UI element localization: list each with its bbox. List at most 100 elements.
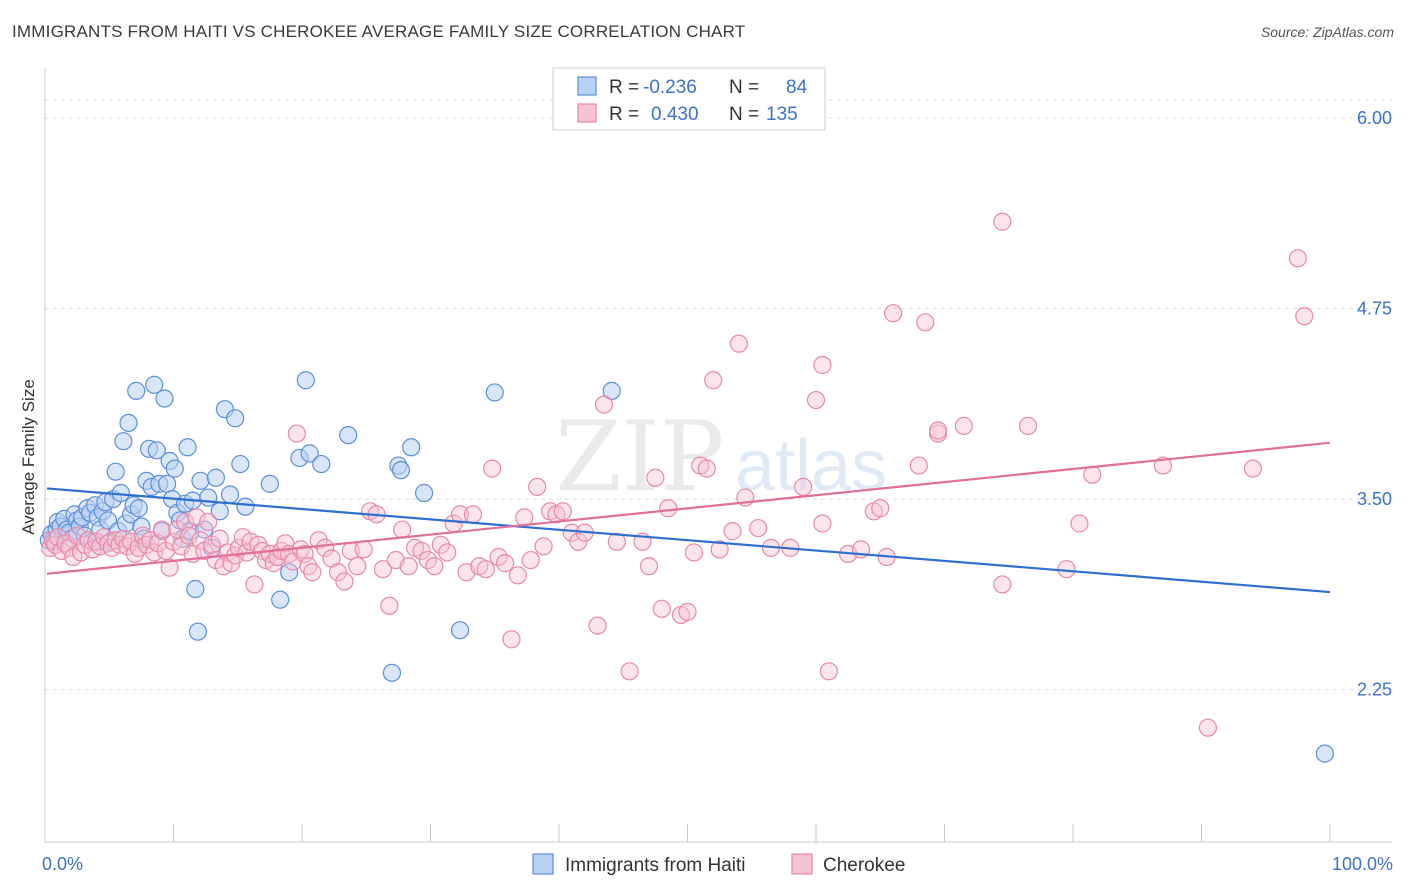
- haiti-point-31: [119, 413, 138, 432]
- haiti-point-58: [188, 622, 208, 641]
- cherokee-point-154: [1070, 514, 1089, 533]
- legend-r-value-1: -0.236: [643, 77, 697, 98]
- haiti-point-80: [391, 461, 411, 480]
- cherokee-point-109: [562, 523, 581, 542]
- series-legend: Immigrants from Haiti Cherokee: [532, 853, 905, 876]
- cherokee-point-65: [287, 424, 306, 443]
- cherokee-point-120: [659, 499, 678, 518]
- cherokee-point-113: [594, 395, 614, 414]
- haiti-point-75: [300, 444, 319, 463]
- haiti-point-63: [206, 468, 226, 487]
- cherokee-point-11: [79, 531, 98, 550]
- x-tick-label-start: 0.0%: [42, 854, 83, 874]
- legend-n-value-1: 84: [786, 77, 808, 98]
- haiti-trend-line: [46, 487, 1331, 594]
- cherokee-point-126: [704, 371, 723, 390]
- series-legend-label-haiti: Immigrants from Haiti: [565, 855, 746, 876]
- series-cherokee-points: [41, 212, 1314, 737]
- cherokee-point-136: [813, 355, 832, 375]
- legend-swatch-blue: [577, 76, 597, 96]
- cherokee-point-36: [175, 512, 195, 532]
- cherokee-point-118: [646, 468, 665, 487]
- cherokee-point-105: [534, 537, 553, 556]
- haiti-point-76: [312, 454, 331, 474]
- cherokee-point-122: [678, 602, 697, 621]
- cherokee-point-117: [639, 557, 659, 576]
- haiti-point-42: [147, 441, 166, 460]
- cherokee-point-81: [380, 596, 399, 615]
- y-tick-label-1: 3.50: [1357, 489, 1392, 509]
- haiti-point-69: [236, 497, 255, 516]
- haiti-point-85: [602, 381, 621, 400]
- cherokee-point-100: [502, 630, 521, 649]
- cherokee-point-150: [993, 575, 1012, 594]
- cherokee-point-142: [871, 499, 890, 518]
- cherokee-point-62: [276, 534, 295, 553]
- cherokee-point-69: [303, 563, 322, 582]
- cherokee-point-112: [588, 616, 607, 635]
- cherokee-point-39: [187, 508, 206, 527]
- legend-r-label-1: R =: [609, 77, 639, 98]
- legend-r-label-2: R =: [609, 104, 639, 125]
- cherokee-point-84: [399, 557, 418, 576]
- cherokee-point-125: [697, 459, 716, 478]
- haiti-point-66: [220, 485, 240, 504]
- cherokee-point-159: [1288, 249, 1307, 268]
- cherokee-point-77: [354, 540, 373, 559]
- cherokee-point-152: [1018, 416, 1038, 436]
- haiti-point-57: [186, 579, 205, 599]
- y-tick-label-3: 6.00: [1357, 108, 1392, 128]
- cherokee-point-131: [749, 518, 768, 538]
- haiti-point-29: [114, 432, 133, 451]
- cherokee-point-37: [179, 526, 199, 545]
- cherokee-trend-line: [46, 441, 1331, 575]
- correlation-legend: R = -0.236 N = 84 R = 0.430 N = 135: [552, 67, 826, 131]
- cherokee-point-128: [723, 522, 742, 541]
- watermark: ZIP atlas: [555, 401, 887, 513]
- legend-n-label-2: N =: [729, 104, 759, 125]
- cherokee-point-148: [928, 421, 948, 440]
- x-tick-labels: 0.0% 100.0%: [42, 854, 1393, 874]
- haiti-point-72: [280, 563, 299, 582]
- haiti-point-54: [178, 438, 197, 457]
- cherokee-point-123: [684, 543, 704, 562]
- cherokee-point-108: [553, 502, 572, 521]
- cherokee-point-134: [794, 477, 813, 497]
- cherokee-point-155: [1083, 465, 1102, 484]
- haiti-point-74: [296, 371, 315, 390]
- cherokee-point-135: [806, 390, 826, 410]
- cherokee-point-86: [412, 541, 431, 561]
- cherokee-point-94: [463, 505, 483, 524]
- legend-swatch-pink: [577, 103, 597, 123]
- x-tick-label-end: 100.0%: [1332, 854, 1393, 874]
- haiti-point-49: [165, 459, 184, 478]
- haiti-point-84: [485, 383, 504, 402]
- cherokee-point-88: [425, 557, 444, 576]
- cherokee-point-158: [1243, 459, 1263, 478]
- cherokee-point-149: [954, 416, 973, 436]
- cherokee-point-115: [620, 662, 639, 681]
- series-legend-swatch-haiti: [532, 853, 554, 875]
- gridlines: [45, 99, 1392, 691]
- cherokee-point-96: [476, 560, 495, 579]
- legend-n-label-1: N =: [729, 77, 759, 98]
- haiti-point-61: [199, 488, 218, 507]
- cherokee-point-144: [883, 304, 903, 323]
- cherokee-point-40: [191, 531, 210, 550]
- cherokee-point-89: [431, 535, 450, 554]
- haiti-point-78: [382, 663, 402, 682]
- cherokee-point-74: [335, 572, 354, 591]
- cherokee-point-83: [393, 520, 412, 539]
- series-legend-swatch-cherokee: [791, 853, 813, 875]
- cherokee-point-114: [607, 532, 626, 551]
- haiti-point-86: [1315, 744, 1334, 763]
- cherokee-point-71: [316, 538, 335, 557]
- cherokee-point-110: [569, 532, 588, 551]
- cherokee-point-129: [729, 334, 749, 353]
- haiti-point-34: [127, 381, 146, 400]
- cherokee-point-160: [1295, 307, 1314, 326]
- cherokee-point-32: [160, 558, 179, 577]
- y-tick-label-0: 2.25: [1357, 680, 1392, 700]
- legend-r-value-2: 0.430: [651, 104, 699, 125]
